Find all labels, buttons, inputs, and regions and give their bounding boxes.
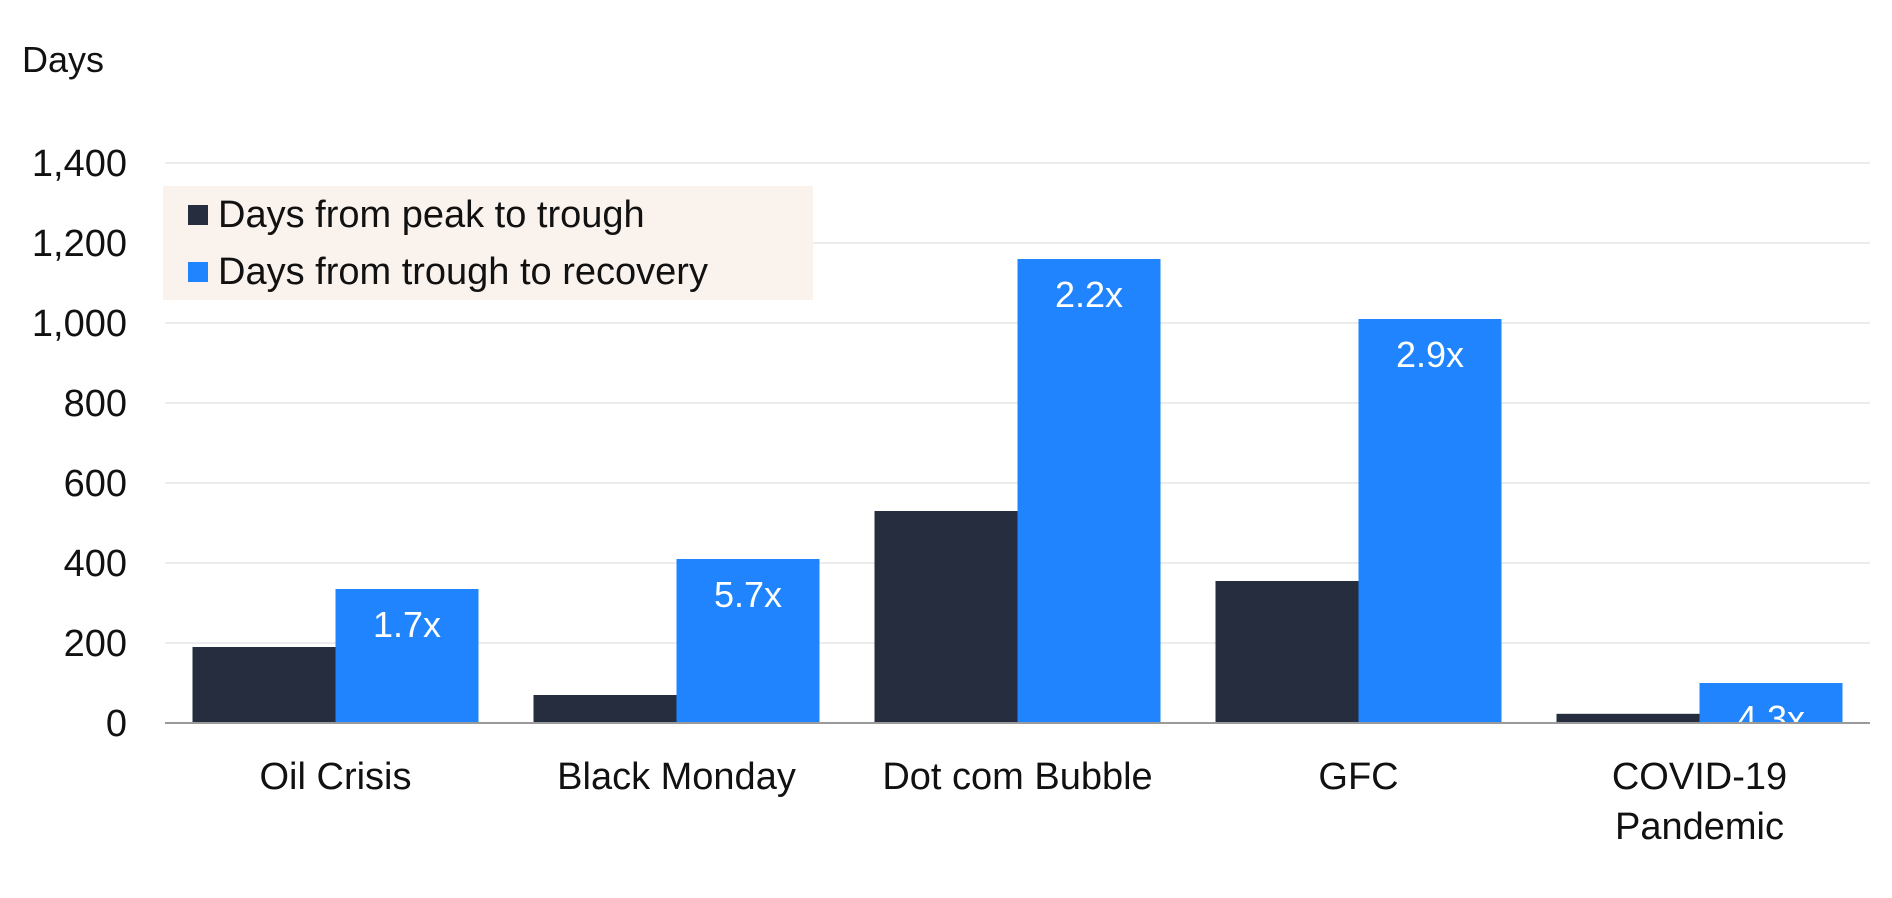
x-tick-label: Oil Crisis [260, 756, 412, 798]
bar-peak-to-trough [1215, 581, 1359, 723]
y-tick-label: 200 [64, 623, 127, 665]
legend-swatch-peak-to-trough [188, 205, 208, 225]
legend: Days from peak to trough Days from troug… [163, 186, 813, 300]
x-tick-label: Black Monday [557, 756, 796, 798]
bar-peak-to-trough [874, 511, 1018, 723]
y-tick-labels: 0 200 400 600 800 1,000 1,200 1,400 [32, 143, 127, 745]
bar-trough-to-recovery [1358, 319, 1502, 723]
y-axis-title: Days [22, 39, 104, 80]
data-label: 2.9x [1396, 334, 1464, 375]
bar-trough-to-recovery [335, 589, 479, 723]
x-tick-label: COVID-19 [1612, 756, 1787, 798]
data-label: 4.3x [1737, 698, 1805, 739]
data-label: 1.7x [373, 604, 441, 645]
y-tick-label: 1,400 [32, 143, 127, 185]
y-tick-label: 600 [64, 463, 127, 505]
y-tick-label: 1,200 [32, 223, 127, 265]
x-tick-label: GFC [1318, 756, 1398, 798]
legend-background [163, 186, 813, 300]
x-tick-labels: Oil Crisis Black Monday Dot com Bubble GFC C… [260, 756, 1788, 848]
bar-trough-to-recovery [1017, 259, 1161, 723]
x-tick-label: Dot com Bubble [882, 756, 1152, 798]
data-label: 5.7x [714, 574, 782, 615]
y-tick-label: 0 [106, 703, 127, 745]
legend-swatch-trough-to-recovery [188, 262, 208, 282]
x-tick-label: Pandemic [1615, 806, 1784, 848]
bars [192, 259, 1843, 723]
bar-trough-to-recovery [676, 559, 820, 723]
bar-peak-to-trough [1556, 713, 1700, 723]
bar-trough-to-recovery [1699, 683, 1843, 723]
data-label: 2.2x [1055, 274, 1123, 315]
y-tick-label: 800 [64, 383, 127, 425]
legend-label-trough-to-recovery: Days from trough to recovery [218, 251, 708, 293]
bar-peak-to-trough [533, 695, 677, 723]
y-tick-label: 400 [64, 543, 127, 585]
y-tick-label: 1,000 [32, 303, 127, 345]
legend-label-peak-to-trough: Days from peak to trough [218, 194, 645, 236]
bar-peak-to-trough [192, 647, 336, 723]
data-labels: 1.7x 5.7x 2.2x 2.9x 4.3x [373, 274, 1805, 739]
